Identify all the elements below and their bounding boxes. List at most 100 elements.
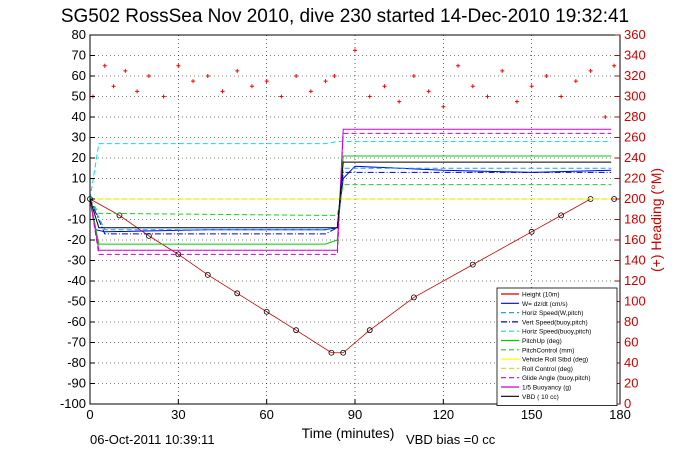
y-right-tick-label: 240 (624, 150, 646, 165)
y-tick-label: 0 (79, 191, 86, 206)
x-tick-label: 120 (432, 407, 454, 422)
heading-point (123, 68, 128, 73)
height-marker (204, 271, 211, 278)
heading-point (205, 74, 210, 78)
legend-entry: Roll Control (deg) (522, 366, 573, 373)
footer-timestamp: 06-Oct-2011 10:39:11 (90, 432, 215, 447)
heading-point (279, 94, 284, 99)
heading-point (102, 63, 107, 68)
x-tick-label: 0 (86, 407, 93, 422)
heading-point (500, 68, 505, 73)
heading-point (382, 84, 387, 89)
heading-point (111, 84, 116, 89)
heading-point (353, 48, 357, 53)
heading-point (294, 74, 299, 78)
chart-title: SG502 RossSea Nov 2010, dive 230 started… (61, 6, 629, 27)
heading-point (441, 104, 446, 109)
heading-point (470, 84, 475, 89)
y-right-tick-label: 20 (624, 376, 638, 391)
y-right-tick-label: 220 (624, 171, 646, 186)
y-right-tick-label: 320 (624, 68, 646, 83)
y-ticks-right: 0 20 40 60 80 100 120 140 160 180 200 220 240 260 280 3… (615, 27, 646, 411)
y-right-tick-label: 360 (624, 27, 646, 42)
legend-entry: VBD ( 10 cc) (522, 394, 559, 401)
heading-point (514, 99, 519, 104)
x-axis-label: Time (minutes) (302, 425, 395, 441)
y-right-tick-label: 340 (624, 48, 646, 63)
y-tick-label: 10 (72, 171, 86, 186)
y-tick-label: -100 (60, 396, 86, 411)
heading-point (220, 89, 225, 94)
y-tick-label: -30 (67, 253, 86, 268)
height-marker (263, 308, 270, 315)
y-right-tick-label: 300 (624, 89, 646, 104)
legend-entry: 1/5 Buoyancy (g) (522, 385, 571, 392)
right-axis-label: (+) Heading (°M) (648, 168, 664, 272)
heading-point (161, 94, 166, 99)
series-line-4 (89, 141, 612, 200)
heading-point (135, 89, 140, 94)
y-right-tick-label: 120 (624, 273, 646, 288)
heading-point (249, 84, 254, 89)
height-marker (528, 228, 535, 235)
heading-point (456, 63, 461, 68)
heading-point (235, 68, 240, 73)
legend-entry: PitchUp (deg) (522, 338, 562, 345)
legend-entry: Vert Speed(buoy,pitch) (522, 319, 588, 326)
y-tick-label: 80 (72, 27, 86, 42)
heading-layer (90, 48, 617, 119)
y-tick-label: 20 (72, 150, 86, 165)
y-tick-label: 60 (72, 68, 86, 83)
legend-entry: W= dz/dt (cm/s) (522, 301, 568, 308)
series-line-2 (89, 167, 612, 231)
series-line-5 (89, 155, 612, 245)
heading-point (308, 89, 313, 94)
y-tick-label: -70 (67, 335, 86, 350)
heading-point (323, 79, 328, 84)
y-right-tick-label: 180 (624, 212, 646, 227)
y-right-tick-label: 160 (624, 232, 646, 247)
series-layer (87, 128, 618, 356)
y-tick-label: -40 (67, 273, 86, 288)
y-right-tick-label: 100 (624, 294, 646, 309)
legend-entry: Height (10m) (522, 292, 560, 299)
series-line-9 (89, 132, 612, 255)
heading-point (573, 79, 578, 84)
vbd-bias: VBD bias =0 cc (406, 432, 496, 447)
y-tick-label: -20 (67, 232, 86, 247)
series-line-11 (89, 161, 612, 229)
height-marker (328, 349, 335, 356)
height-marker (293, 327, 300, 334)
y-right-tick-label: 140 (624, 253, 646, 268)
heading-point (603, 115, 608, 119)
series-line-3 (89, 171, 612, 235)
height-marker (410, 294, 417, 301)
x-tick-label: 60 (259, 407, 273, 422)
heading-point (529, 84, 534, 89)
y-right-tick-label: 280 (624, 109, 646, 124)
heading-point (332, 74, 337, 78)
x-tick-label: 90 (348, 407, 362, 422)
height-marker (234, 290, 241, 297)
height-marker (366, 327, 373, 334)
series-line-10 (89, 128, 612, 251)
heading-point (544, 74, 549, 78)
y-tick-label: -90 (67, 376, 86, 391)
height-marker (116, 212, 123, 219)
legend-box (496, 287, 618, 406)
y-tick-label: 30 (72, 130, 86, 145)
y-right-tick-label: 60 (624, 335, 638, 350)
y-right-tick-label: 200 (624, 191, 646, 206)
heading-point (612, 63, 617, 68)
heading-point (176, 63, 181, 68)
heading-point (367, 94, 372, 99)
legend-entry: Vehicle Roll Stbd (deg) (522, 357, 588, 364)
height-marker (469, 261, 476, 268)
x-tick-label: 180 (609, 407, 631, 422)
x-tick-label: 150 (521, 407, 543, 422)
heading-point (588, 68, 593, 73)
y-tick-label: -50 (67, 294, 86, 309)
heading-point (191, 79, 196, 84)
x-tick-label: 30 (171, 407, 185, 422)
height-marker (340, 349, 347, 356)
